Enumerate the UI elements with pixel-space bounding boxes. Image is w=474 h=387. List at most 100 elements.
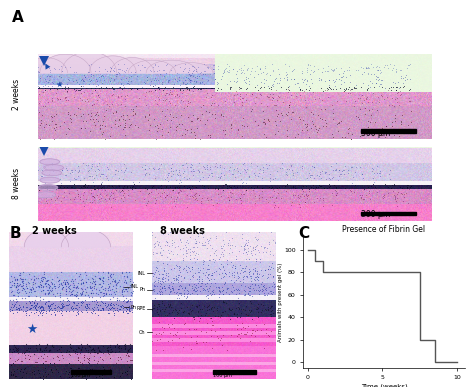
Point [155,165,163,171]
Point [34,304,42,310]
Point [226,183,234,190]
Point [209,255,217,262]
Point [192,282,200,288]
Point [82,162,90,168]
Point [237,306,245,312]
Point [66,281,73,288]
Point [285,166,292,172]
Point [124,80,132,86]
Point [8,288,16,294]
Point [11,358,18,364]
Point [119,308,127,314]
Point [173,308,181,315]
Point [302,124,310,130]
Point [315,182,323,188]
Point [237,334,244,341]
Point [172,277,180,283]
Point [6,355,13,361]
Point [246,292,254,298]
Point [182,285,189,291]
Point [11,344,19,351]
Point [260,283,267,289]
Point [60,194,68,200]
Point [124,78,132,84]
Point [225,197,232,203]
Point [216,265,223,271]
Point [184,288,192,294]
Point [45,76,53,82]
Point [230,272,238,278]
Point [240,245,248,251]
Point [321,105,328,111]
Point [154,300,162,307]
Point [191,191,199,197]
Point [215,66,222,72]
Point [269,176,277,183]
Point [269,95,277,101]
Point [12,345,19,351]
Point [37,182,45,188]
Point [106,306,114,312]
Point [117,306,124,312]
Point [19,285,27,291]
Point [166,301,174,308]
Point [150,166,157,172]
Point [116,306,124,312]
Point [85,301,92,307]
Point [239,191,246,197]
Point [132,103,139,110]
Point [93,98,100,104]
Point [250,276,257,282]
Point [106,284,113,290]
Point [159,276,167,282]
Point [173,123,181,129]
Point [215,79,222,86]
Point [40,307,48,313]
Point [296,87,304,93]
Point [89,163,96,169]
Point [8,284,15,290]
Point [334,177,342,183]
Point [98,299,105,305]
Point [106,363,113,370]
Point [41,344,49,351]
Point [291,192,299,198]
Point [119,293,127,300]
Point [359,175,366,182]
Point [53,81,61,87]
Point [149,64,157,70]
Point [187,230,195,236]
Point [48,82,56,89]
Point [254,236,262,242]
Point [236,195,244,201]
Point [272,75,279,81]
Point [246,298,254,305]
Point [175,121,183,127]
Point [397,190,405,197]
Point [83,303,91,309]
Point [227,194,235,200]
Point [73,351,81,357]
Point [266,91,274,98]
Point [104,287,111,293]
Point [256,91,264,97]
Point [297,204,304,210]
Text: 8 weeks: 8 weeks [12,168,21,199]
Point [175,189,182,195]
Point [151,60,159,67]
Point [217,163,224,170]
Point [83,184,91,190]
Point [12,276,19,282]
Point [164,61,171,67]
Point [109,304,116,310]
Point [221,280,228,286]
Point [200,183,208,189]
Point [378,84,385,91]
Point [96,276,103,283]
Point [69,300,77,306]
Point [29,304,37,310]
Point [268,194,276,200]
Point [114,69,122,75]
Point [125,347,132,353]
Point [90,101,98,107]
